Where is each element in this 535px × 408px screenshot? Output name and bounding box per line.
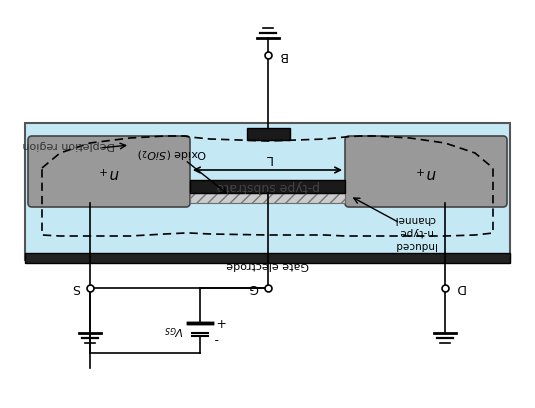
Text: Gate electrode: Gate electrode [227, 260, 309, 270]
Bar [190, 193, 345, 203]
Text: $n_+$: $n_+$ [98, 164, 120, 180]
Text: -: - [214, 331, 218, 344]
Text: S: S [72, 282, 80, 295]
Text: Depletion region: Depletion region [22, 140, 114, 150]
Bar [25, 253, 510, 263]
Bar [25, 123, 510, 260]
Text: $V_{GS}$: $V_{GS}$ [164, 323, 184, 337]
Text: Induced
n-type
channel: Induced n-type channel [394, 214, 436, 250]
Text: Oxide $(SiO_2)$: Oxide $(SiO_2)$ [137, 146, 207, 160]
Text: D: D [455, 282, 464, 295]
Bar [190, 193, 345, 203]
Text: +: + [214, 315, 225, 328]
Text: p-type substrate: p-type substrate [216, 180, 320, 193]
Bar [190, 180, 345, 193]
Text: G: G [248, 282, 258, 295]
FancyBboxPatch shape [28, 136, 190, 207]
Bar [247, 128, 290, 140]
FancyBboxPatch shape [345, 136, 507, 207]
Text: $n_+$: $n_+$ [415, 164, 437, 180]
Text: B: B [278, 49, 287, 62]
Text: L: L [264, 152, 271, 165]
